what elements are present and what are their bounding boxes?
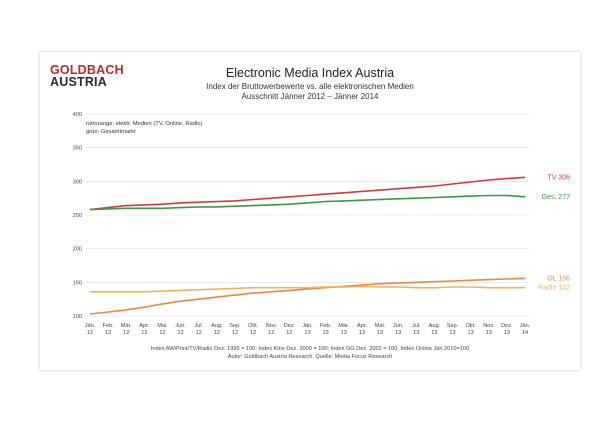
footnote-index: Index AW/Print/TV/Radio Dez. 1995 = 100;…	[150, 346, 470, 352]
line-chart: 100 150 200 250 300 350 400 rot/orange: elektr.…	[73, 112, 571, 336]
x-tick-month-14: Mär.	[338, 323, 349, 329]
series-end-label-ol: OL 156	[547, 275, 570, 282]
series-line-ges	[89, 194, 526, 211]
x-tick-month-11: Dez.	[284, 323, 296, 329]
x-tick-year-18: 13	[413, 330, 419, 336]
x-tick-year-10: 12	[268, 330, 274, 336]
x-tick-year-21: 13	[468, 330, 474, 336]
y-tick-label-150: 150	[73, 280, 82, 286]
x-tick-year-12: 13	[304, 330, 310, 336]
x-tick-year-8: 12	[232, 330, 238, 336]
x-tick-month-8: Sep.	[229, 323, 241, 329]
y-tick-label-200: 200	[73, 247, 82, 253]
footnote-source: Autor: Goldbach Austria Research, Quelle…	[227, 354, 393, 360]
chart-slide: GOLDBACH AUSTRIA Electronic Media Index …	[40, 52, 580, 370]
x-tick-year-6: 12	[196, 330, 202, 336]
x-tick-month-21: Okt.	[465, 323, 476, 329]
y-tick-label-250: 250	[73, 213, 82, 219]
x-tick-month-3: Apr.	[139, 323, 149, 329]
x-tick-month-18: Jul.	[412, 323, 421, 329]
x-tick-month-19: Aug.	[429, 323, 441, 329]
series-line-radio	[90, 285, 525, 293]
x-tick-year-11: 12	[286, 330, 292, 336]
x-tick-year-9: 12	[250, 330, 256, 336]
x-tick-year-15: 13	[359, 330, 365, 336]
chart-subtitle-1: Index der Bruttowerbewerte vs. alle elek…	[206, 82, 414, 91]
chart-title: Electronic Media Index Austria	[225, 66, 395, 80]
x-tick-year-0: 12	[87, 330, 93, 336]
x-tick-year-17: 13	[395, 330, 401, 336]
x-tick-year-19: 13	[431, 330, 437, 336]
series-end-label-radio: Radio 142	[538, 285, 570, 292]
series-line-tv	[89, 176, 526, 211]
y-tick-label-100: 100	[73, 314, 82, 320]
x-tick-year-2: 12	[123, 330, 129, 336]
x-tick-year-20: 13	[449, 330, 455, 336]
x-tick-year-1: 12	[105, 330, 111, 336]
x-tick-month-10: Nov.	[266, 323, 278, 329]
x-tick-month-24: Jän.	[520, 323, 531, 329]
x-tick-month-12: Jän.	[302, 323, 313, 329]
x-tick-year-14: 13	[341, 330, 347, 336]
y-tick-label-350: 350	[73, 146, 82, 152]
chart-annotation-2: grün: Gesamtmarkt	[86, 129, 136, 135]
x-tick-month-0: Jän.	[85, 323, 96, 329]
series-end-label-ges: Ges. 277	[542, 194, 571, 201]
x-tick-month-23: Dez.	[501, 323, 513, 329]
x-tick-month-13: Feb.	[320, 323, 332, 329]
y-tick-label-300: 300	[73, 179, 82, 185]
x-tick-month-6: Jul.	[194, 323, 203, 329]
x-tick-year-13: 13	[323, 330, 329, 336]
x-tick-year-22: 13	[486, 330, 492, 336]
logo-line-2: AUSTRIA	[50, 75, 107, 89]
x-tick-month-1: Feb.	[103, 323, 115, 329]
x-tick-year-24: 14	[522, 330, 528, 336]
x-tick-month-15: Apr.	[357, 323, 367, 329]
x-tick-month-2: Mär.	[121, 323, 132, 329]
x-tick-year-23: 13	[504, 330, 510, 336]
x-tick-month-5: Jun.	[175, 323, 186, 329]
x-tick-month-16: Mai.	[375, 323, 386, 329]
x-tick-month-22: Nov.	[483, 323, 495, 329]
goldbach-logo: GOLDBACH AUSTRIA	[50, 63, 124, 89]
series-line-ol	[89, 277, 526, 315]
x-tick-month-9: Okt.	[248, 323, 259, 329]
chart-annotation-1: rot/orange: elektr. Medien (TV, Online, …	[86, 121, 202, 127]
x-tick-month-7: Aug.	[211, 323, 223, 329]
x-tick-year-3: 12	[141, 330, 147, 336]
series-end-label-tv: TV 306	[547, 174, 570, 181]
logo-line-1: GOLDBACH	[50, 63, 124, 77]
x-tick-year-7: 12	[214, 330, 220, 336]
x-tick-month-20: Sep.	[447, 323, 459, 329]
x-tick-year-16: 13	[377, 330, 383, 336]
x-tick-year-4: 12	[159, 330, 165, 336]
x-tick-month-17: Jun.	[393, 323, 404, 329]
chart-subtitle-2: Ausschnitt Jänner 2012 – Jänner 2014	[241, 92, 379, 101]
y-tick-label-400: 400	[73, 112, 82, 118]
x-tick-month-4: Mai.	[157, 323, 168, 329]
x-tick-year-5: 12	[178, 330, 184, 336]
